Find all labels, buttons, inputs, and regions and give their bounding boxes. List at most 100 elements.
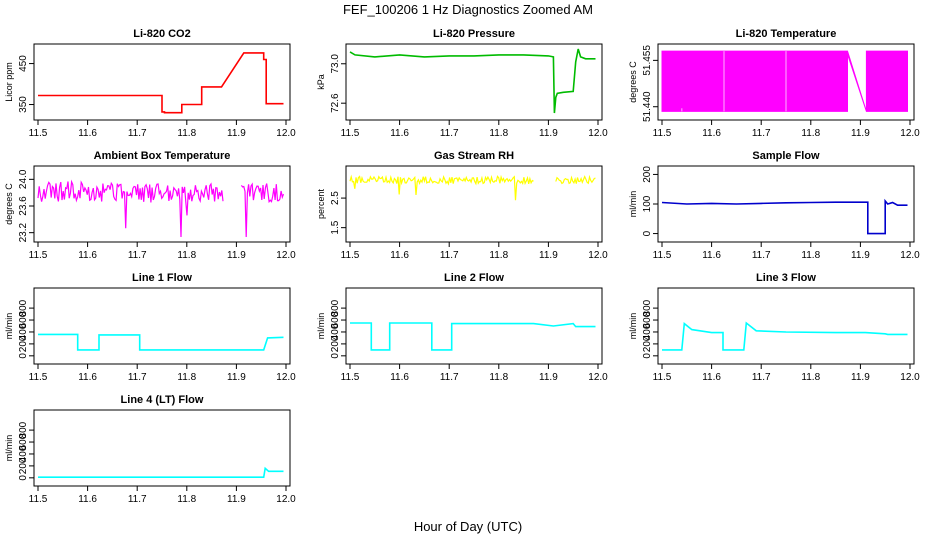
x-tick-label: 11.7: [752, 250, 771, 261]
series-line: [38, 52, 284, 114]
x-tick-label: 11.8: [801, 372, 820, 383]
y-tick-label: 51.440: [642, 91, 653, 122]
y-tick-label: 800: [18, 421, 29, 438]
x-tick-label: 11.6: [78, 128, 97, 139]
plot-frame: [657, 287, 915, 365]
x-tick-label: 11.9: [539, 128, 558, 139]
x-tick-label: 12.0: [588, 250, 608, 261]
series-line: [38, 333, 284, 351]
y-tick-label: 0: [18, 475, 29, 481]
plot-frame: [657, 43, 915, 121]
plot-frame: [345, 43, 603, 121]
y-axis-label: ml/min: [4, 313, 14, 340]
panel-title: Ambient Box Temperature: [94, 150, 231, 162]
x-tick-label: 11.5: [29, 250, 48, 261]
x-tick-label: 12.0: [588, 128, 608, 139]
x-tick-label: 11.6: [702, 250, 721, 261]
panel-title: Sample Flow: [752, 150, 820, 162]
x-tick-label: 11.8: [801, 250, 820, 261]
y-tick-label: 200: [18, 457, 29, 474]
plot-frame: [33, 409, 291, 487]
y-tick-label: 72.6: [330, 93, 341, 113]
y-tick-label: 400: [18, 323, 29, 340]
series-line: [662, 321, 908, 351]
series-line: [240, 182, 285, 238]
y-axis-label: degrees C: [4, 183, 14, 225]
plot-frame: [33, 43, 291, 121]
y-tick-label: 200: [18, 335, 29, 352]
x-tick-label: 12.0: [588, 372, 608, 383]
figure-title: FEF_100206 1 Hz Diagnostics Zoomed AM: [343, 2, 593, 17]
y-tick-label: 600: [18, 311, 29, 328]
x-tick-label: 11.7: [440, 128, 459, 139]
x-tick-label: 11.9: [851, 250, 870, 261]
panel-title: Line 1 Flow: [132, 272, 192, 284]
y-tick-label: 51.455: [642, 45, 653, 76]
panel-title: Line 3 Flow: [756, 272, 816, 284]
x-tick-label: 11.6: [390, 128, 409, 139]
y-tick-label: 800: [642, 299, 653, 316]
x-tick-label: 11.9: [227, 494, 246, 505]
x-tick-label: 11.8: [177, 372, 196, 383]
series-line: [349, 174, 534, 201]
x-tick-label: 11.5: [341, 128, 360, 139]
panel-7: Line 1 Flow 11.5 11.6 11.7 11.8 11.9 12.0 02004…: [4, 272, 296, 383]
panel-title: Gas Stream RH: [434, 150, 514, 162]
y-tick-label: 24.0: [18, 169, 29, 189]
plot-frame: [33, 165, 291, 243]
x-tick-label: 11.5: [653, 128, 672, 139]
x-tick-label: 12.0: [276, 128, 296, 139]
y-axis-label: degrees C: [628, 61, 638, 103]
series-area: [661, 50, 908, 112]
x-tick-label: 11.7: [128, 128, 147, 139]
x-tick-label: 11.9: [851, 128, 870, 139]
x-tick-label: 12.0: [900, 372, 920, 383]
y-tick-label: 400: [330, 323, 341, 340]
y-tick-label: 1.5: [330, 220, 341, 234]
panel-title: Line 2 Flow: [444, 272, 504, 284]
x-tick-label: 11.7: [440, 372, 459, 383]
y-tick-label: 400: [18, 445, 29, 462]
y-axis-label: kPa: [316, 74, 326, 90]
x-tick-label: 11.9: [539, 250, 558, 261]
x-tick-label: 11.8: [489, 250, 508, 261]
x-tick-label: 12.0: [900, 250, 920, 261]
x-tick-label: 11.6: [78, 494, 97, 505]
x-tick-label: 11.8: [489, 128, 508, 139]
panels: Li-820 CO2 11.5 11.6 11.7 11.8 11.9 12.0 350 450…: [4, 28, 920, 505]
y-tick-label: 800: [330, 299, 341, 316]
y-tick-label: 0: [642, 230, 653, 236]
y-tick-label: 350: [18, 96, 29, 113]
y-tick-label: 0: [330, 353, 341, 359]
y-tick-label: 0: [642, 353, 653, 359]
y-tick-label: 100: [642, 195, 653, 212]
panel-2: Li-820 Pressure 11.5 11.6 11.7 11.8 11.9 12.0 7…: [316, 28, 608, 139]
x-tick-label: 11.8: [177, 494, 196, 505]
panel-3: Li-820 Temperature 11.5 11.6 11.7 11.8 11.9 12…: [628, 28, 920, 139]
plot-frame: [33, 287, 291, 365]
x-tick-label: 11.8: [489, 372, 508, 383]
y-axis-label: percent: [316, 188, 326, 219]
y-tick-label: 400: [642, 323, 653, 340]
series-line: [38, 466, 284, 478]
x-tick-label: 11.7: [128, 250, 147, 261]
x-tick-label: 11.5: [29, 128, 48, 139]
y-tick-label: 0: [18, 353, 29, 359]
y-tick-label: 200: [642, 335, 653, 352]
x-tick-label: 12.0: [900, 128, 920, 139]
x-tick-label: 11.7: [752, 372, 771, 383]
series-line: [349, 48, 596, 114]
y-tick-label: 600: [18, 433, 29, 450]
x-tick-label: 11.9: [227, 128, 246, 139]
panel-title: Line 4 (LT) Flow: [121, 394, 204, 406]
x-tick-label: 11.5: [653, 372, 672, 383]
y-tick-label: 2.5: [330, 191, 341, 205]
x-tick-label: 11.7: [128, 494, 147, 505]
y-axis-label: Licor ppm: [4, 62, 14, 102]
x-tick-label: 11.7: [128, 372, 147, 383]
y-tick-label: 200: [330, 335, 341, 352]
y-tick-label: 800: [18, 299, 29, 316]
series-line: [661, 198, 908, 235]
